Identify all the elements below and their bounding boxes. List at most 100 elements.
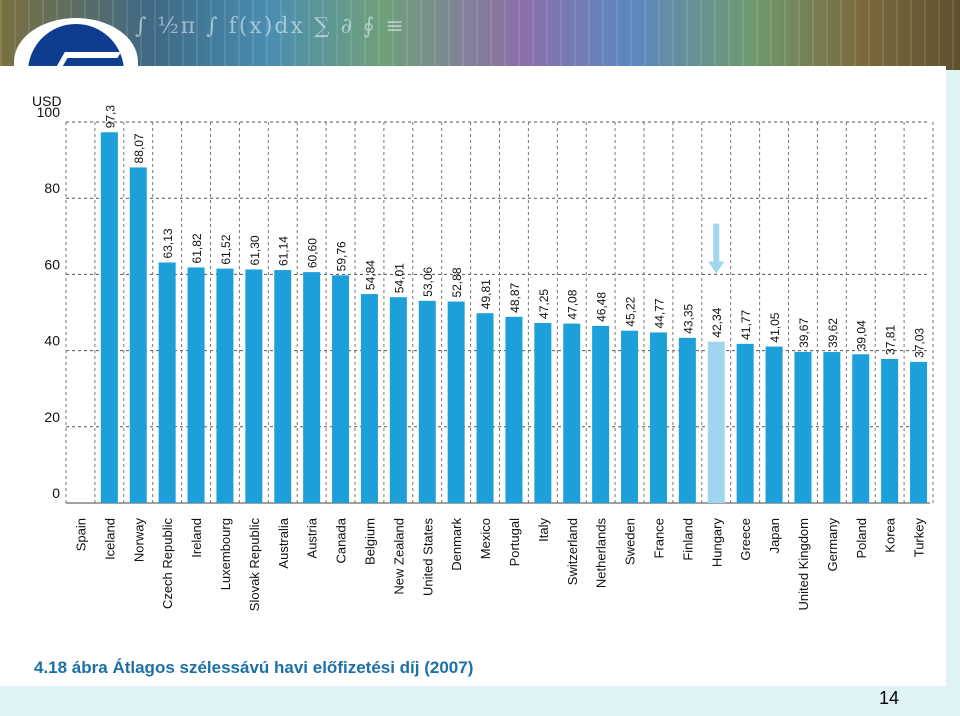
category-label: Czech Republic	[160, 518, 175, 610]
value-label: 41,77	[739, 310, 753, 340]
category-label: Greece	[738, 518, 753, 561]
value-label: 39,04	[855, 320, 869, 350]
value-label: 46,48	[595, 292, 609, 322]
category-label: Slovak Republic	[247, 518, 262, 612]
bar-poland	[852, 354, 870, 503]
category-label: Portugal	[507, 518, 522, 567]
bar-mexico	[476, 313, 494, 503]
category-label: Poland	[854, 518, 869, 558]
bar-united-kingdom	[794, 351, 812, 503]
category-label: Turkey	[912, 518, 927, 558]
category-label: New Zealand	[391, 518, 406, 595]
bar-korea	[881, 358, 899, 503]
value-label: 49,81	[479, 279, 493, 309]
bar-germany	[823, 352, 841, 503]
value-label: 42,34	[710, 307, 724, 337]
y-tick-label: 20	[44, 409, 60, 425]
bar-ireland	[187, 267, 205, 503]
value-label: 37,03	[913, 328, 927, 358]
bar-belgium	[360, 294, 378, 503]
highlight-arrow-icon	[708, 223, 725, 274]
value-label: 43,35	[681, 303, 695, 333]
category-label: United States	[420, 518, 435, 597]
value-label: 97,3	[103, 105, 117, 129]
bar-finland	[678, 337, 696, 503]
bar-switzerland	[563, 323, 581, 503]
y-tick-label: 40	[44, 333, 60, 349]
category-label: Mexico	[478, 518, 493, 559]
value-label: 52,88	[450, 267, 464, 297]
value-label: 39,67	[797, 318, 811, 348]
bar-turkey	[910, 361, 928, 503]
value-label: 60,60	[306, 238, 320, 268]
y-tick-label: 60	[44, 256, 60, 272]
page-number: 14	[879, 688, 900, 708]
value-label: 61,14	[277, 236, 291, 266]
header-banner: ∫ ½π ∫ f(x)dx ∑ ∂ ∮ ≡	[0, 0, 960, 70]
y-tick-label: 100	[37, 104, 61, 120]
bar-denmark	[447, 301, 465, 503]
y-axis-unit-label: USD	[32, 93, 62, 109]
banner-texture	[0, 0, 960, 70]
bar-norway	[129, 167, 147, 503]
bar-new-zealand	[389, 297, 407, 503]
category-label: Netherlands	[594, 518, 609, 589]
category-label: Hungary	[709, 518, 724, 568]
value-label: 61,52	[219, 234, 233, 264]
bar-czech-republic	[158, 262, 176, 503]
value-label: 88,07	[132, 133, 146, 163]
category-label: United Kingdom	[796, 518, 811, 611]
category-label: Austria	[305, 517, 320, 558]
value-label: 59,76	[335, 241, 349, 271]
category-label: Sweden	[623, 518, 638, 565]
category-label: Luxembourg	[218, 518, 233, 590]
banner-formula-decoration: ∫ ½π ∫ f(x)dx ∑ ∂ ∮ ≡	[135, 14, 406, 39]
category-label: Belgium	[362, 518, 377, 565]
bar-canada	[332, 275, 350, 503]
category-label: Germany	[825, 518, 840, 572]
bar-luxembourg	[216, 268, 234, 503]
y-tick-label: 0	[52, 485, 60, 501]
category-label: France	[651, 518, 666, 558]
bar-hungary	[707, 341, 725, 503]
value-label: 54,84	[363, 260, 377, 290]
value-label: 41,05	[768, 312, 782, 342]
value-label: 61,82	[190, 233, 204, 263]
value-label: 61,30	[248, 235, 262, 265]
bar-austria	[303, 272, 321, 503]
category-label: Ireland	[189, 518, 204, 558]
value-label: 53,06	[421, 266, 435, 296]
category-label: Korea	[883, 517, 898, 552]
category-label: Japan	[767, 518, 782, 553]
category-label: Australia	[276, 517, 291, 568]
bar-france	[649, 332, 667, 503]
category-label: Switzerland	[565, 518, 580, 585]
category-label: Finland	[680, 518, 695, 561]
category-label: Spain	[73, 518, 88, 551]
category-label: Italy	[536, 518, 551, 542]
bar-australia	[274, 270, 292, 503]
bar-united-states	[418, 300, 436, 503]
y-tick-label: 80	[44, 180, 60, 196]
bar-portugal	[505, 316, 523, 503]
bar-netherlands	[592, 325, 610, 503]
value-label: 37,81	[884, 325, 898, 355]
category-label: Denmark	[449, 518, 464, 571]
bar-sweden	[621, 330, 639, 503]
bar-slovak-republic	[245, 269, 263, 503]
value-label: 54,01	[392, 263, 406, 293]
bar-greece	[736, 343, 754, 503]
value-label: 39,62	[826, 318, 840, 348]
bar-italy	[534, 322, 552, 503]
bar-iceland	[100, 132, 118, 504]
value-label: 48,87	[508, 282, 522, 312]
figure-caption: 4.18 ábra Átlagos szélessávú havi előfiz…	[34, 658, 474, 677]
value-label: 63,13	[161, 228, 175, 258]
value-label: 47,08	[566, 289, 580, 319]
category-label: Norway	[131, 518, 146, 563]
value-label: 44,77	[652, 298, 666, 328]
bar-japan	[765, 346, 783, 503]
value-label: 47,25	[537, 289, 551, 319]
value-label: 45,22	[624, 296, 638, 326]
